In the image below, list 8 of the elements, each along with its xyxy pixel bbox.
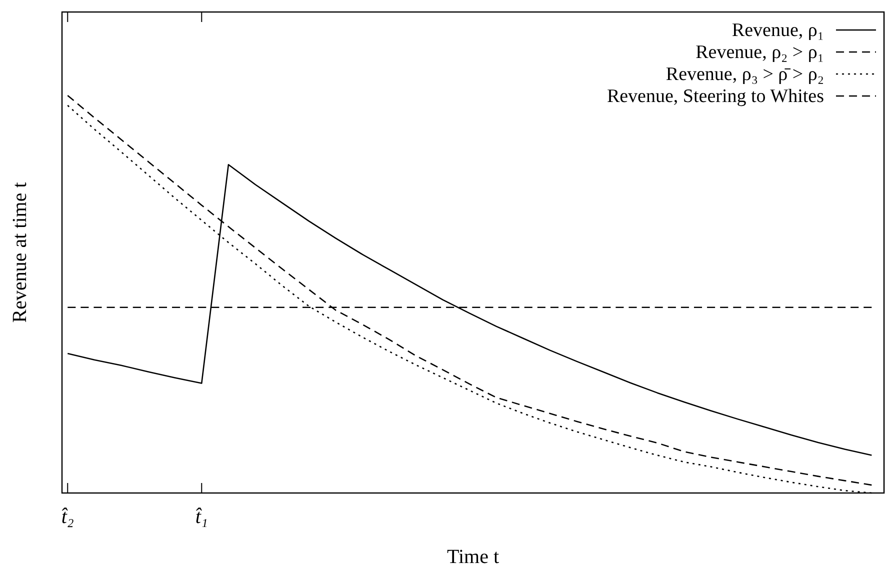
x-tick-label: t̂₁ xyxy=(195,506,208,528)
legend-label: Revenue, ρ₁ xyxy=(732,20,824,41)
legend-label: Revenue, ρ₃ > ρ̄ > ρ₂ xyxy=(666,64,824,85)
x-axis-title: Time t xyxy=(446,546,500,568)
x-tick-label: t̂₂ xyxy=(61,506,74,528)
legend-label: Revenue, ρ₂ > ρ₁ xyxy=(696,42,824,63)
legend-label: Revenue, Steering to Whites xyxy=(606,86,824,107)
y-axis-title: Revenue at time t xyxy=(9,182,31,323)
